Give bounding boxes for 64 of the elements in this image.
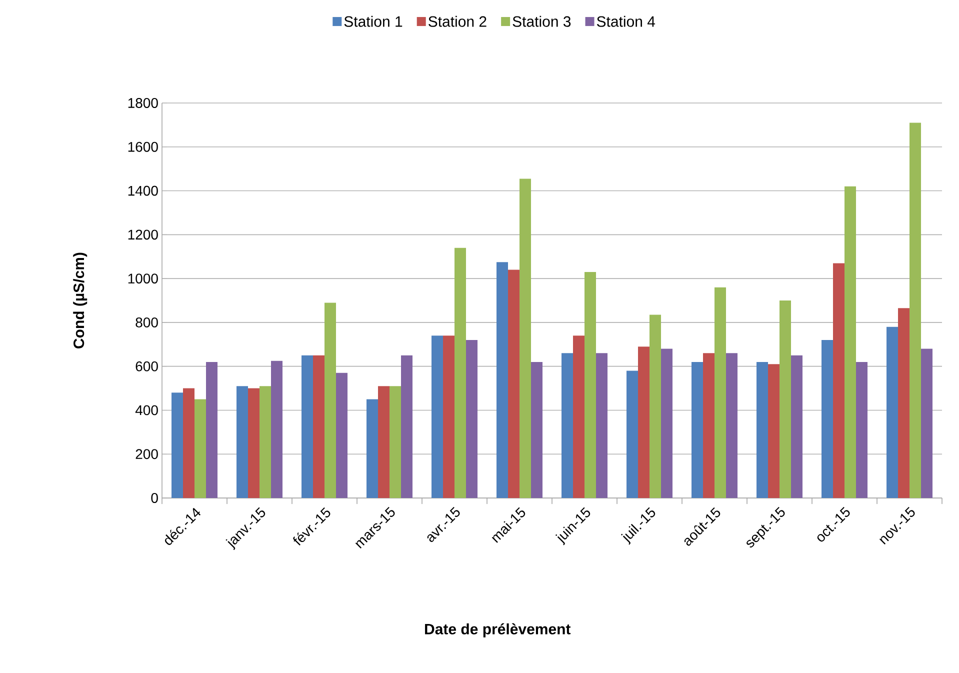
bar (886, 326, 898, 498)
bar (324, 302, 336, 498)
bar (703, 353, 715, 498)
bar (531, 362, 543, 498)
bar (856, 362, 868, 498)
y-tick-label: 1600 (128, 142, 158, 152)
bar (313, 355, 324, 498)
bar (780, 300, 792, 498)
y-tick-label: 1800 (128, 98, 158, 108)
bar (910, 122, 922, 498)
legend-label: Station 4 (596, 16, 656, 27)
bar (183, 388, 194, 498)
bar (562, 353, 574, 498)
bar (206, 362, 218, 498)
bar (432, 336, 444, 498)
y-axis-title: Cond (µS/cm) (73, 252, 88, 348)
bar (726, 353, 738, 498)
bar (692, 362, 704, 498)
y-tick-label: 1400 (128, 186, 158, 196)
bar (584, 272, 596, 498)
bar (756, 362, 768, 498)
bar (466, 340, 478, 498)
bar (921, 348, 933, 498)
x-axis-title: Date de prélèvement (425, 623, 571, 638)
bar (520, 178, 532, 498)
legend-label: Station 2 (428, 16, 486, 27)
bar (260, 386, 271, 498)
bar (638, 346, 650, 498)
bar (390, 386, 402, 498)
bar (194, 399, 206, 498)
y-tick-label: 800 (136, 317, 158, 328)
bar (833, 263, 845, 498)
bar (443, 336, 455, 498)
bar (496, 262, 508, 498)
bar (661, 348, 673, 498)
bar (626, 370, 638, 498)
y-tick-label: 0 (151, 493, 158, 503)
bar (271, 360, 283, 498)
bar (401, 355, 413, 498)
legend-label: Station 3 (512, 16, 571, 27)
bar (366, 399, 378, 498)
bar (236, 386, 248, 498)
bar (650, 314, 662, 498)
bar (508, 270, 520, 498)
bar (768, 364, 780, 498)
y-tick-label: 1200 (128, 230, 158, 240)
bar (172, 392, 183, 498)
bar (822, 340, 834, 498)
bar (596, 353, 608, 498)
y-tick-label: 600 (136, 361, 158, 372)
legend-label: Station 1 (344, 16, 402, 27)
bar (791, 355, 803, 498)
bar (454, 248, 466, 498)
bar (378, 386, 390, 498)
bar (714, 287, 726, 498)
y-tick-label: 200 (136, 449, 158, 460)
bar (336, 372, 348, 498)
bar (898, 308, 910, 498)
bar (844, 186, 856, 498)
bar (248, 388, 260, 498)
y-tick-label: 1000 (128, 274, 158, 284)
y-tick-label: 400 (135, 405, 158, 416)
bar (302, 355, 313, 498)
bar (573, 336, 585, 498)
